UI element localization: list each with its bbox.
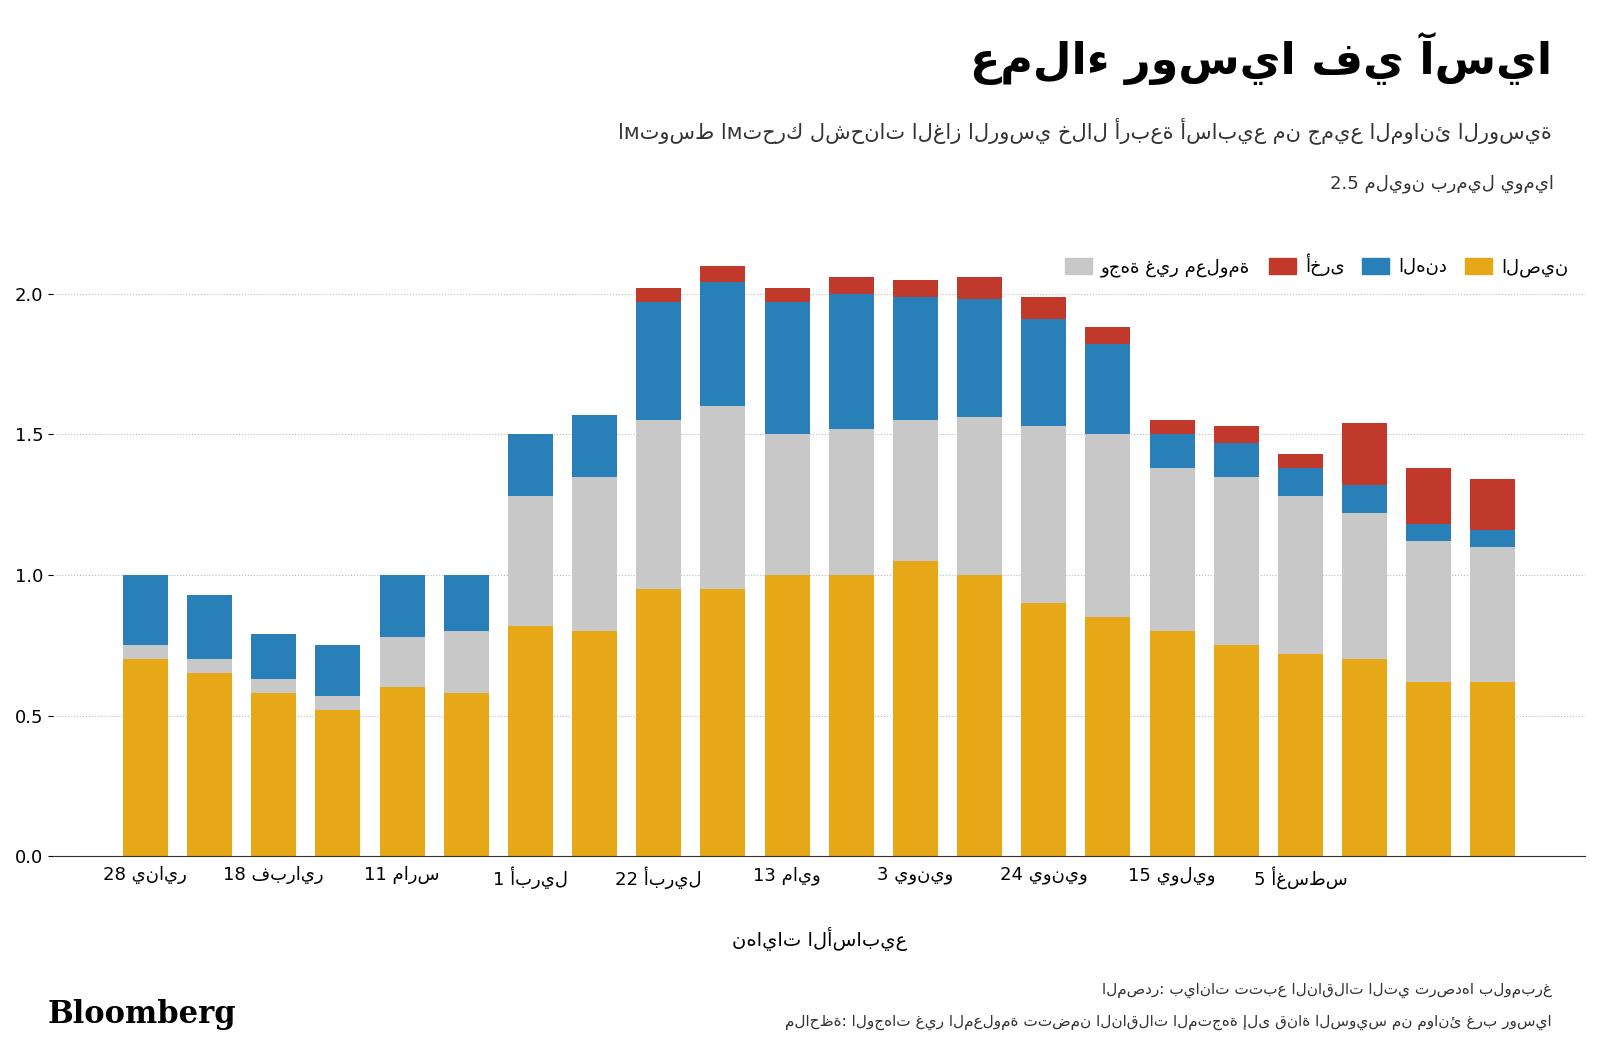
Bar: [765, 303, 810, 434]
Bar: [829, 429, 874, 575]
Bar: [1406, 525, 1451, 542]
Bar: [187, 673, 232, 856]
Bar: [251, 634, 296, 679]
Bar: [1406, 542, 1451, 682]
Bar: [893, 279, 938, 296]
Bar: [1406, 682, 1451, 856]
Bar: [1470, 547, 1515, 682]
Bar: [1342, 423, 1387, 485]
Bar: [315, 696, 360, 710]
Bar: [443, 575, 488, 631]
Bar: [829, 294, 874, 429]
Bar: [765, 288, 810, 303]
Text: Bloomberg: Bloomberg: [48, 999, 237, 1030]
Bar: [573, 477, 618, 631]
Bar: [379, 637, 424, 687]
Bar: [1278, 455, 1323, 468]
Bar: [957, 299, 1002, 417]
Bar: [1150, 421, 1195, 434]
Bar: [1021, 319, 1066, 426]
Bar: [1214, 646, 1259, 856]
Bar: [379, 687, 424, 856]
Bar: [1021, 603, 1066, 856]
Bar: [1021, 296, 1066, 319]
Bar: [1342, 485, 1387, 513]
Bar: [829, 575, 874, 856]
Bar: [957, 575, 1002, 856]
Bar: [1085, 434, 1130, 617]
X-axis label: نهايات الأسابيع: نهايات الأسابيع: [731, 926, 907, 950]
Bar: [701, 266, 746, 282]
Bar: [315, 710, 360, 856]
Bar: [1278, 654, 1323, 856]
Bar: [829, 277, 874, 294]
Bar: [507, 496, 554, 626]
Bar: [1021, 426, 1066, 603]
Bar: [1470, 530, 1515, 547]
Bar: [507, 626, 554, 856]
Bar: [701, 282, 746, 406]
Bar: [1150, 631, 1195, 856]
Bar: [251, 693, 296, 856]
Bar: [1214, 477, 1259, 646]
Bar: [315, 646, 360, 696]
Text: 2.5 مليون برميل يوميا: 2.5 مليون برميل يوميا: [1331, 174, 1554, 192]
Bar: [1342, 660, 1387, 856]
Bar: [443, 631, 488, 693]
Bar: [957, 277, 1002, 299]
Bar: [1470, 682, 1515, 856]
Bar: [573, 414, 618, 477]
Bar: [957, 417, 1002, 575]
Bar: [1085, 617, 1130, 856]
Text: اмتوسط اмتحرك لشحنات الغاز الروسي خلال أربعة أسابيع من جميع الموانئ الروسية: اмتوسط اмتحرك لشحنات الغاز الروسي خلال أ…: [618, 117, 1552, 143]
Bar: [123, 646, 168, 660]
Bar: [893, 421, 938, 561]
Bar: [1150, 468, 1195, 631]
Bar: [1085, 344, 1130, 434]
Bar: [637, 589, 682, 856]
Bar: [637, 303, 682, 421]
Bar: [123, 660, 168, 856]
Bar: [637, 288, 682, 303]
Bar: [1214, 443, 1259, 477]
Legend: وجهة غير معلومة, أخرى, الهند, الصين: وجهة غير معلومة, أخرى, الهند, الصين: [1058, 246, 1576, 284]
Bar: [1214, 426, 1259, 443]
Bar: [443, 693, 488, 856]
Bar: [1085, 327, 1130, 344]
Bar: [251, 679, 296, 693]
Bar: [1406, 468, 1451, 525]
Bar: [1278, 468, 1323, 496]
Bar: [123, 575, 168, 646]
Bar: [701, 589, 746, 856]
Bar: [1150, 434, 1195, 468]
Bar: [187, 660, 232, 673]
Text: عملاء روسيا في آسيا: عملاء روسيا في آسيا: [970, 32, 1552, 85]
Bar: [1278, 496, 1323, 654]
Bar: [573, 631, 618, 856]
Bar: [1342, 513, 1387, 660]
Bar: [1470, 479, 1515, 530]
Bar: [507, 434, 554, 496]
Bar: [701, 406, 746, 589]
Bar: [637, 421, 682, 589]
Bar: [379, 575, 424, 637]
Bar: [765, 575, 810, 856]
Text: المصدر: بيانات تتبع الناقلات التي ترصدها بلومبرغ: المصدر: بيانات تتبع الناقلات التي ترصدها…: [1102, 983, 1552, 998]
Bar: [893, 296, 938, 421]
Text: ملاحظة: الوجهات غير المعلومة تتضمن الناقلات المتجهة إلى قناة السويس من موانئ غرب: ملاحظة: الوجهات غير المعلومة تتضمن الناق…: [786, 1015, 1552, 1030]
Bar: [765, 434, 810, 575]
Bar: [893, 561, 938, 856]
Bar: [187, 595, 232, 660]
